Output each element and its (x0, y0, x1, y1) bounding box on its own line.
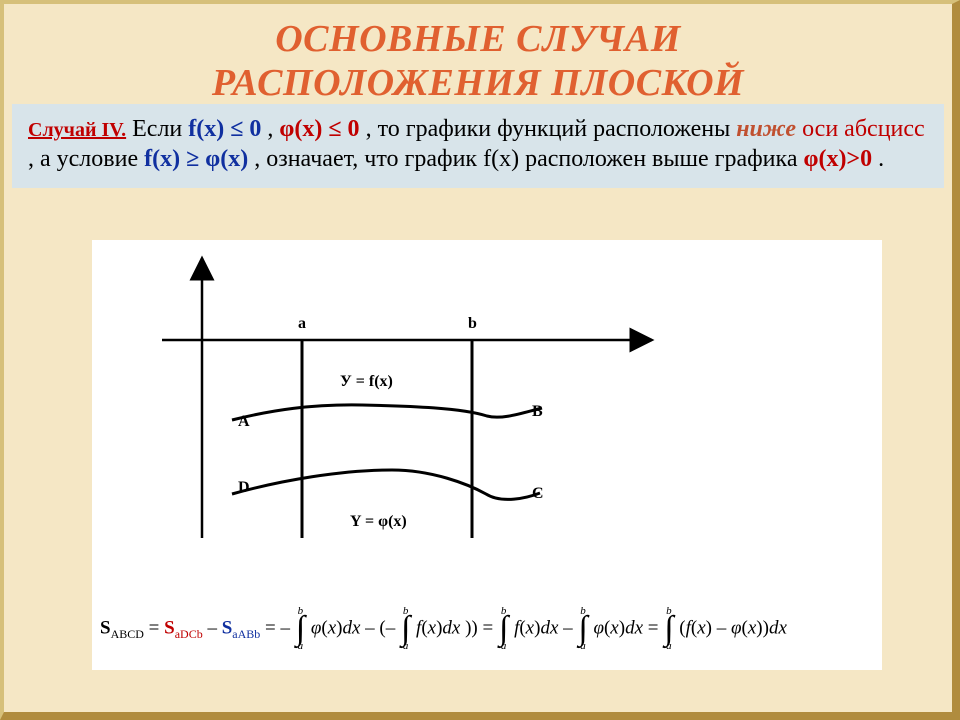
m4: = (648, 617, 663, 638)
f-condition: f(x) ≤ 0 (188, 116, 261, 142)
case-t3: , то графики функций расположены (366, 116, 737, 142)
int2: b ∫ a (401, 606, 410, 652)
case-text-box: Случай IV. Если f(x) ≤ 0 , φ(х) ≤ 0 , то… (12, 104, 944, 188)
svg-text:У = f(x): У = f(x) (340, 373, 393, 390)
eq2: = – (265, 617, 295, 638)
svg-text:C: C (532, 485, 544, 502)
S3-sub: aABb (232, 627, 260, 641)
m1: – (– (365, 617, 400, 638)
phi2: φ (593, 617, 604, 638)
svg-text:B: B (532, 403, 543, 420)
case-t5: , а условие (28, 146, 144, 172)
graph-svg: a b A B C D У = f(x) Y = φ(x) (132, 248, 692, 548)
ineq-condition: f(x) ≥ φ(x) (144, 146, 248, 172)
case-t2: , (267, 116, 279, 142)
case-t7: . (878, 146, 884, 172)
svg-text:D: D (238, 479, 250, 496)
m2: )) = (465, 617, 498, 638)
axis-word: оси абсцисс (802, 116, 925, 142)
int1: b ∫ a (296, 606, 305, 652)
int5: b ∫ a (664, 606, 673, 652)
title-line-2: РАСПОЛОЖЕНИЯ ПЛОСКОЙ (212, 62, 744, 104)
eq1: = (149, 617, 164, 638)
below-word: ниже (736, 116, 796, 142)
svg-text:A: A (238, 413, 250, 430)
title-line-1: ОСНОВНЫЕ СЛУЧАИ (275, 18, 681, 60)
white-panel: abABCDУ = f(x)Y = φ(x) SABCD = SaDCb – S… (92, 240, 882, 670)
phi1: φ (311, 617, 322, 638)
svg-text:a: a (298, 315, 306, 332)
area-formula: SABCD = SaDCb – SaABb = – b ∫ a φ(x)dx –… (100, 606, 874, 652)
minus1: – (207, 617, 221, 638)
svg-text:b: b (468, 315, 477, 332)
int3: b ∫ a (499, 606, 508, 652)
m3: – (563, 617, 577, 638)
phi-positive: φ(х)>0 (803, 146, 872, 172)
S2-sub: aDCb (175, 627, 203, 641)
S2: S (164, 617, 175, 638)
case-t1: Если (132, 116, 188, 142)
svg-text:Y = φ(x): Y = φ(x) (350, 513, 407, 530)
slide: ОСНОВНЫЕ СЛУЧАИ РАСПОЛОЖЕНИЯ ПЛОСКОЙ ФИГ… (0, 0, 960, 720)
S3: S (222, 617, 233, 638)
case-label: Случай IV. (28, 119, 126, 141)
phi-condition: φ(х) ≤ 0 (279, 116, 359, 142)
S1: S (100, 617, 111, 638)
int4: b ∫ a (578, 606, 587, 652)
case-t6: , означает, что график f(x) расположен в… (254, 146, 803, 172)
S1-sub: ABCD (111, 627, 144, 641)
